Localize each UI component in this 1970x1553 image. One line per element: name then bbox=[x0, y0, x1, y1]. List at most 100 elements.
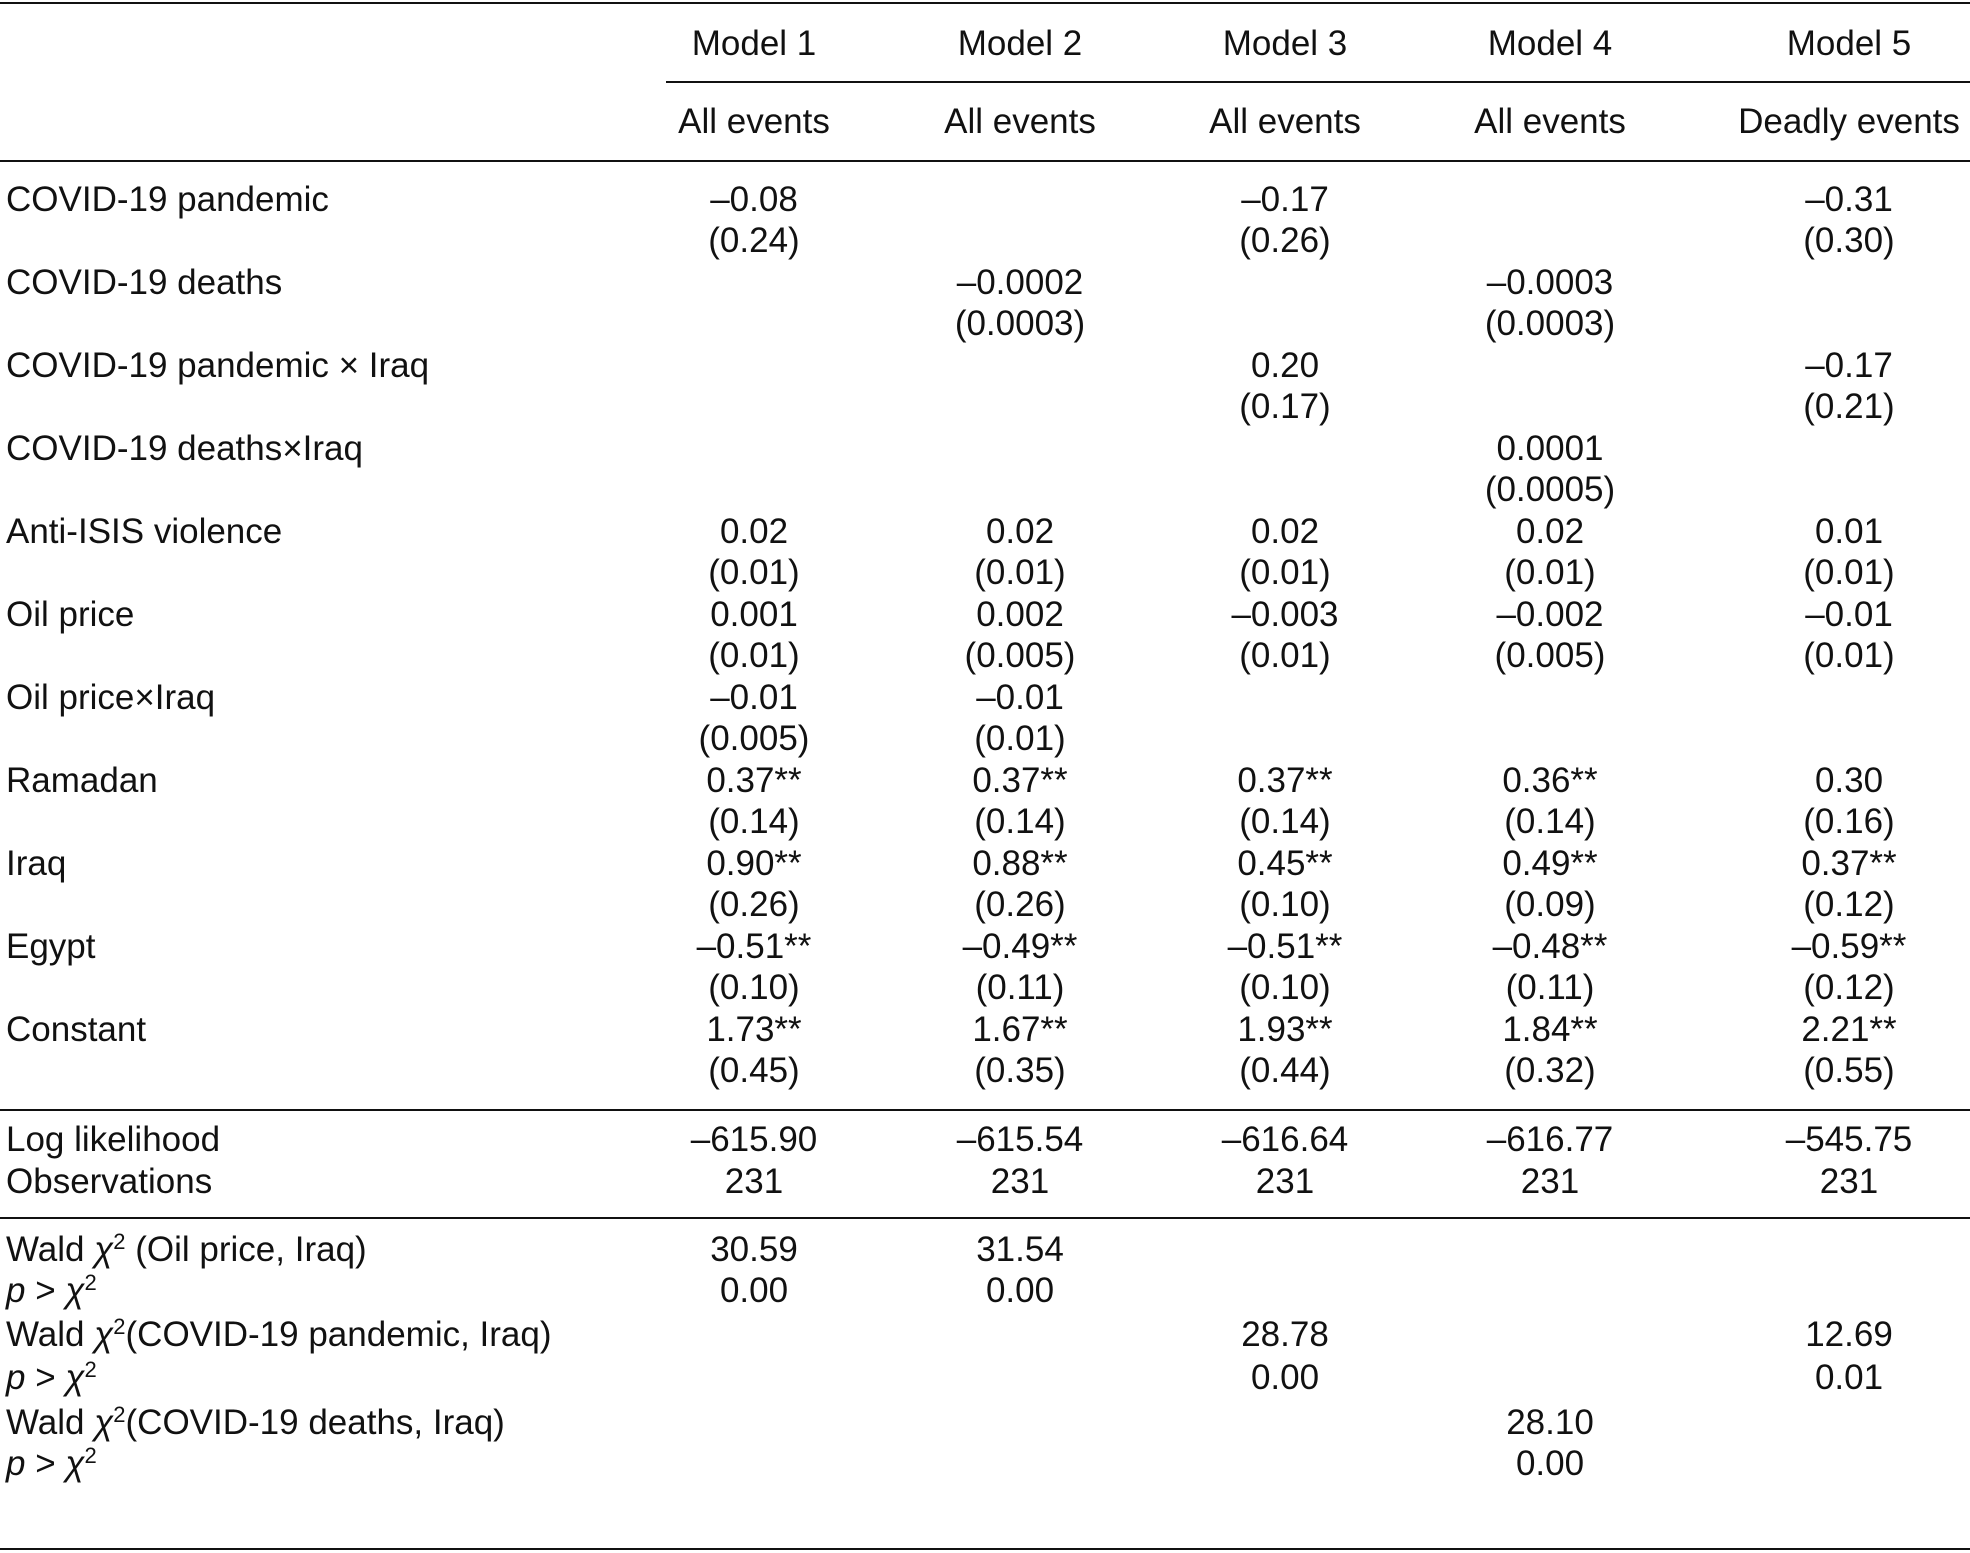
coefficient: 0.01 bbox=[1814, 512, 1884, 551]
label-part: p bbox=[6, 1358, 26, 1397]
label-part: 2 bbox=[113, 1314, 126, 1339]
standard-error: (0.01) bbox=[1239, 553, 1331, 592]
standard-error: (0.0005) bbox=[1484, 470, 1616, 509]
model-rule bbox=[666, 81, 1970, 83]
standard-error: (0.01) bbox=[708, 553, 800, 592]
coefficient: –0.17 bbox=[1805, 346, 1893, 385]
standard-error: (0.10) bbox=[708, 968, 800, 1007]
sample-header: All events bbox=[1474, 102, 1626, 141]
top-rule bbox=[0, 2, 1970, 4]
sample-header: All events bbox=[944, 102, 1096, 141]
coefficient: 0.30 bbox=[1814, 761, 1884, 800]
standard-error: (0.01) bbox=[1239, 636, 1331, 675]
coefficient: 0.37** bbox=[972, 761, 1068, 800]
standard-error: (0.55) bbox=[1803, 1051, 1895, 1090]
standard-error: (0.01) bbox=[1803, 636, 1895, 675]
standard-error: (0.14) bbox=[1504, 802, 1596, 841]
row-label: Constant bbox=[6, 1010, 147, 1049]
wald-value: 12.69 bbox=[1805, 1315, 1893, 1354]
row-label: COVID-19 pandemic bbox=[6, 180, 329, 219]
standard-error: (0.12) bbox=[1803, 968, 1895, 1007]
label-part: χ bbox=[94, 1230, 114, 1269]
coefficient: –0.0002 bbox=[956, 263, 1084, 302]
label-part: p bbox=[6, 1271, 26, 1310]
coefficient: 0.45** bbox=[1237, 844, 1333, 883]
label-part: 2 bbox=[84, 1270, 97, 1295]
standard-error: (0.14) bbox=[708, 802, 800, 841]
label-part: Wald bbox=[6, 1403, 95, 1442]
wald-label: Wald χ2(COVID-19 pandemic, Iraq) bbox=[6, 1315, 552, 1355]
coefficient: 0.0001 bbox=[1496, 429, 1604, 468]
coefficient: 0.37** bbox=[1801, 844, 1897, 883]
coefficient: 0.02 bbox=[1250, 512, 1320, 551]
wald-value: 0.00 bbox=[719, 1271, 789, 1310]
fit-value: 231 bbox=[1819, 1162, 1879, 1201]
standard-error: (0.10) bbox=[1239, 885, 1331, 924]
standard-error: (0.16) bbox=[1803, 802, 1895, 841]
bottom-rule bbox=[0, 1548, 1970, 1550]
sample-header: All events bbox=[678, 102, 830, 141]
coefficient: –0.59** bbox=[1791, 927, 1907, 966]
row-label: COVID-19 deaths bbox=[6, 263, 283, 302]
fit-value: –616.64 bbox=[1221, 1120, 1349, 1159]
coefficient: 0.88** bbox=[972, 844, 1068, 883]
standard-error: (0.0003) bbox=[954, 304, 1086, 343]
model-header: Model 4 bbox=[1487, 24, 1613, 63]
model-header: Model 5 bbox=[1786, 24, 1912, 63]
standard-error: (0.10) bbox=[1239, 968, 1331, 1007]
row-label: Oil price×Iraq bbox=[6, 678, 216, 717]
model-header: Model 3 bbox=[1222, 24, 1348, 63]
coefficient: –0.003 bbox=[1231, 595, 1339, 634]
standard-error: (0.44) bbox=[1239, 1051, 1331, 1090]
fit-value: –545.75 bbox=[1785, 1120, 1913, 1159]
wald-label: Wald χ2(COVID-19 deaths, Iraq) bbox=[6, 1403, 505, 1443]
coefficient: –0.01 bbox=[976, 678, 1064, 717]
row-label: Iraq bbox=[6, 844, 67, 883]
coefficient: 1.67** bbox=[972, 1010, 1068, 1049]
label-part: > bbox=[25, 1358, 66, 1397]
label-part: (Oil price, Iraq) bbox=[125, 1230, 367, 1269]
standard-error: (0.14) bbox=[974, 802, 1066, 841]
coefficient: –0.49** bbox=[962, 927, 1078, 966]
coefficient: –0.0003 bbox=[1486, 263, 1614, 302]
wald-label: Wald χ2 (Oil price, Iraq) bbox=[6, 1230, 367, 1270]
label-part: p bbox=[6, 1444, 26, 1483]
wald-value: 0.00 bbox=[1515, 1444, 1585, 1483]
coefficient: 0.02 bbox=[985, 512, 1055, 551]
fit-label: Log likelihood bbox=[6, 1120, 221, 1159]
standard-error: (0.01) bbox=[708, 636, 800, 675]
standard-error: (0.26) bbox=[974, 885, 1066, 924]
wald-value: 30.59 bbox=[710, 1230, 798, 1269]
sample-header: All events bbox=[1209, 102, 1361, 141]
standard-error: (0.45) bbox=[708, 1051, 800, 1090]
standard-error: (0.32) bbox=[1504, 1051, 1596, 1090]
coefficient: –0.002 bbox=[1496, 595, 1604, 634]
standard-error: (0.26) bbox=[1239, 221, 1331, 260]
standard-error: (0.01) bbox=[974, 719, 1066, 758]
wald-rule bbox=[0, 1217, 1970, 1219]
standard-error: (0.01) bbox=[1803, 553, 1895, 592]
standard-error: (0.0003) bbox=[1484, 304, 1616, 343]
standard-error: (0.11) bbox=[1505, 968, 1595, 1007]
coefficient: –0.48** bbox=[1492, 927, 1608, 966]
row-label: Anti-ISIS violence bbox=[6, 512, 283, 551]
coefficient: 0.37** bbox=[706, 761, 802, 800]
row-label: COVID-19 deaths×Iraq bbox=[6, 429, 363, 468]
label-part: χ bbox=[94, 1403, 114, 1442]
coefficient: 0.20 bbox=[1250, 346, 1320, 385]
wald-label: p > χ2 bbox=[6, 1358, 97, 1398]
standard-error: (0.005) bbox=[964, 636, 1076, 675]
fit-value: 231 bbox=[1255, 1162, 1315, 1201]
label-part: > bbox=[25, 1271, 66, 1310]
fit-value: 231 bbox=[724, 1162, 784, 1201]
wald-label: p > χ2 bbox=[6, 1271, 97, 1311]
coefficient: –0.31 bbox=[1805, 180, 1893, 219]
row-label: Oil price bbox=[6, 595, 135, 634]
label-part: 2 bbox=[84, 1443, 97, 1468]
label-part: χ bbox=[94, 1315, 114, 1354]
coefficient: –0.51** bbox=[696, 927, 812, 966]
coefficient: 0.36** bbox=[1502, 761, 1598, 800]
coefficient: 2.21** bbox=[1801, 1010, 1897, 1049]
fit-label: Observations bbox=[6, 1162, 213, 1201]
coefficient: 0.90** bbox=[706, 844, 802, 883]
